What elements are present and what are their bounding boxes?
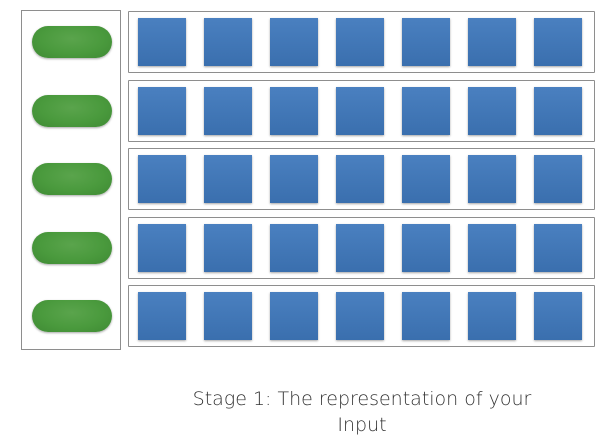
diagram-caption: Stage 1: The representation of your Inpu… [150, 386, 574, 438]
grid-cell [534, 18, 582, 66]
grid-cell [468, 155, 516, 203]
grid-cell [534, 86, 582, 135]
grid-cell [204, 292, 252, 340]
grid-cell [138, 155, 186, 203]
grid-cell [402, 292, 450, 340]
grid-cell [336, 18, 384, 66]
grid-cell [336, 86, 384, 135]
row-label-pill [32, 163, 112, 195]
grid-cell [534, 223, 582, 272]
row-label-pill [32, 94, 112, 127]
row-frame [128, 216, 595, 279]
grid-cell [468, 18, 516, 66]
row-frame [128, 285, 595, 347]
grid-cell [138, 223, 186, 272]
grid-cell [138, 18, 186, 66]
grid-cell [138, 292, 186, 340]
label-column-panel [21, 10, 121, 350]
grid-cell [336, 155, 384, 203]
grid-cell [402, 18, 450, 66]
grid-cell [270, 292, 318, 340]
row-frame [128, 148, 595, 210]
grid-cell [204, 223, 252, 272]
row-label-pill [32, 26, 112, 58]
grid-cell [270, 223, 318, 272]
grid-cell [534, 155, 582, 203]
row-frame [128, 79, 595, 142]
grid-cell [402, 86, 450, 135]
row-label-pill [32, 231, 112, 264]
grid-cell [204, 18, 252, 66]
row-frame [128, 11, 595, 73]
grid-cell [336, 223, 384, 272]
grid-cell [468, 86, 516, 135]
grid-cell [270, 18, 318, 66]
grid-cell [402, 155, 450, 203]
caption-line-1: Stage 1: The representation of your [192, 388, 532, 410]
grid-cell [204, 155, 252, 203]
row-label-pill [32, 300, 112, 332]
caption-line-2: Input [337, 414, 387, 436]
grid-cell [534, 292, 582, 340]
grid-cell [270, 86, 318, 135]
grid-cell [204, 86, 252, 135]
grid-cell [468, 292, 516, 340]
grid-cell [402, 223, 450, 272]
grid-cell [138, 86, 186, 135]
grid-cell [468, 223, 516, 272]
grid-cell [270, 155, 318, 203]
grid-cell [336, 292, 384, 340]
